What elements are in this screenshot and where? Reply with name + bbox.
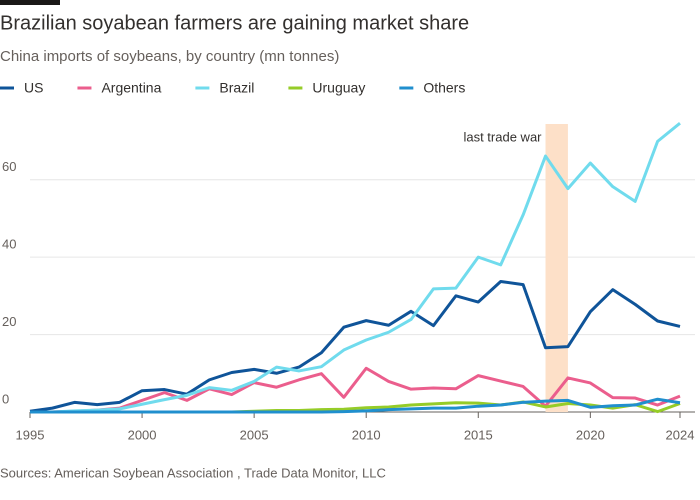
y-tick-label: 40 <box>2 237 16 252</box>
y-tick-label: 60 <box>2 159 16 174</box>
series-line <box>29 280 681 413</box>
legend-label: US <box>24 80 43 96</box>
x-tick-label: 2010 <box>352 427 381 442</box>
y-tick-label: 20 <box>2 314 16 329</box>
annotation-label: last trade war <box>463 129 542 144</box>
legend-label: Uruguay <box>312 80 365 96</box>
x-tick-label: 2000 <box>128 427 157 442</box>
legend-label: Others <box>423 80 465 96</box>
annotation-band <box>545 124 568 412</box>
chart-subtitle: China imports of soybeans, by country (m… <box>0 48 339 65</box>
brand-bar <box>0 0 60 5</box>
x-tick-label: 2015 <box>464 427 493 442</box>
x-tick-label: 2005 <box>240 427 269 442</box>
x-tick-label: 2020 <box>576 427 605 442</box>
series-line <box>30 121 681 414</box>
chart-title: Brazilian soyabean farmers are gaining m… <box>0 12 469 34</box>
x-tick-label: 1995 <box>16 427 45 442</box>
legend-label: Brazil <box>219 80 254 96</box>
series-line <box>30 366 681 414</box>
x-tick-label: 2024 <box>666 427 695 442</box>
series-line <box>30 397 681 414</box>
y-tick-label: 0 <box>2 391 9 406</box>
legend-label: Argentina <box>101 80 161 96</box>
source: Sources: American Soybean Association , … <box>0 465 386 480</box>
